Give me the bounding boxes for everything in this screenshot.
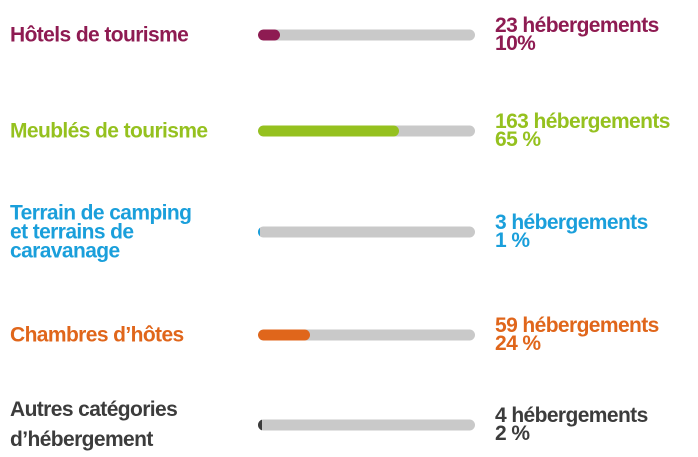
value-labels: 59 hébergements 24 %: [495, 314, 659, 355]
value-labels: 4 hébergements 2 %: [495, 404, 648, 445]
count-label: 4 hébergements: [495, 404, 648, 427]
bar: [258, 329, 311, 341]
bar-track: [258, 419, 475, 431]
count-label: 163 hébergements: [495, 110, 670, 133]
category-label: Terrain de camping et terrains de carava…: [10, 201, 192, 263]
bar: [258, 419, 263, 431]
value-labels: 3 hébergements 1 %: [495, 211, 648, 252]
value-labels: 163 hébergements 65 %: [495, 110, 670, 151]
percent-label: 10%: [495, 32, 536, 55]
percent-label: 65 %: [495, 128, 541, 151]
bar-track: [258, 125, 475, 137]
percent-label: 2 %: [495, 422, 530, 445]
bar: [258, 29, 280, 41]
category-label: Hôtels de tourisme: [10, 23, 189, 47]
category-label: Meublés de tourisme: [10, 119, 208, 143]
category-label: Chambres d’hôtes: [10, 323, 184, 347]
percent-label: 24 %: [495, 332, 541, 355]
bar: [258, 226, 261, 238]
count-label: 3 hébergements: [495, 211, 648, 234]
value-labels: 23 hébergements 10%: [495, 14, 659, 55]
count-label: 59 hébergements: [495, 314, 659, 337]
bar-track: [258, 226, 475, 238]
bar-track: [258, 29, 475, 41]
percent-label: 1 %: [495, 229, 530, 252]
bar-track: [258, 329, 475, 341]
bar: [258, 125, 400, 137]
count-label: 23 hébergements: [495, 14, 659, 37]
category-label: Autres catégories d’hébergement: [10, 398, 178, 451]
